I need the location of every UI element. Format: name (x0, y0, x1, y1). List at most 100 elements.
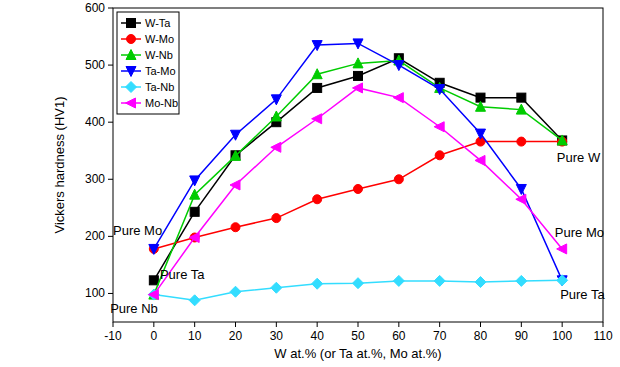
point (354, 184, 363, 193)
point (272, 214, 281, 223)
x-tick-label: 30 (270, 329, 284, 343)
x-tick-label: 50 (351, 329, 365, 343)
point (557, 275, 568, 286)
point (476, 101, 486, 111)
y-tick (108, 65, 113, 66)
point (312, 69, 322, 79)
y-tick-label: 300 (85, 172, 105, 186)
point (149, 289, 159, 299)
x-tick-label: 70 (433, 329, 447, 343)
legend-marker (126, 82, 137, 93)
legend-marker (127, 19, 136, 28)
x-tick (398, 322, 399, 327)
x-tick-label: -10 (104, 329, 122, 343)
y-tick (108, 293, 113, 294)
x-tick (317, 322, 318, 327)
point (516, 194, 526, 204)
point (312, 41, 322, 51)
point (190, 189, 200, 199)
point (313, 83, 322, 92)
point (312, 278, 323, 289)
point (353, 58, 363, 68)
y-tick-label: 500 (85, 58, 105, 72)
point (434, 275, 445, 286)
point (271, 142, 281, 152)
point (557, 135, 567, 145)
x-tick (603, 322, 604, 327)
chart: -100102030405060708090100110100200300400… (0, 0, 620, 367)
point (149, 276, 158, 285)
x-tick (358, 322, 359, 327)
y-axis-title: Vickers hardness (HV1) (52, 96, 67, 233)
legend-label: W-Nb (145, 49, 173, 61)
point (148, 290, 158, 300)
x-tick-label: 10 (188, 329, 202, 343)
x-tick-label: 90 (515, 329, 529, 343)
legend-label: Ta-Nb (145, 81, 174, 93)
point (149, 244, 158, 253)
x-tick (235, 322, 236, 327)
point (394, 61, 404, 71)
point (517, 137, 526, 146)
x-tick (194, 322, 195, 327)
annotation: Pure Mo (113, 223, 162, 238)
x-tick-label: 0 (150, 329, 157, 343)
point (231, 223, 240, 232)
plot-frame (113, 8, 603, 322)
point (393, 93, 403, 103)
x-tick-label: 80 (474, 329, 488, 343)
point (516, 184, 526, 194)
series-line (154, 61, 562, 295)
point (190, 176, 200, 186)
x-tick (480, 322, 481, 327)
x-tick-label: 110 (593, 329, 612, 343)
x-tick (439, 322, 440, 327)
point (353, 39, 363, 49)
point (148, 289, 159, 300)
point (475, 277, 486, 288)
point (189, 295, 200, 306)
legend-marker (126, 98, 136, 108)
series-line (154, 43, 562, 280)
legend-marker (126, 50, 136, 60)
legend-marker (127, 35, 136, 44)
annotation: Pure Nb (110, 301, 158, 316)
point (557, 244, 567, 254)
annotation: Pure Mo (555, 225, 604, 240)
annotation: Pure W (557, 150, 601, 165)
legend-label: W-Ta (145, 17, 171, 29)
point (354, 71, 363, 80)
point (230, 180, 240, 190)
point (353, 278, 364, 289)
point (231, 130, 241, 140)
x-tick (113, 322, 114, 327)
point (435, 85, 445, 95)
y-tick (108, 8, 113, 9)
x-tick-label: 100 (552, 329, 572, 343)
y-tick-label: 100 (85, 286, 105, 300)
plot-data (148, 39, 567, 306)
point (271, 95, 281, 105)
point (190, 207, 199, 216)
point (271, 282, 282, 293)
annotation: Pure Ta (560, 287, 605, 302)
series-line (154, 88, 562, 295)
point (557, 276, 567, 286)
series-line (154, 58, 562, 280)
y-tick-label: 600 (85, 1, 105, 15)
y-tick-label: 400 (85, 115, 105, 129)
x-axis-title: W at.% (or Ta at.%, Mo at.%) (274, 346, 441, 361)
y-tick (108, 179, 113, 180)
point (516, 104, 526, 114)
point (393, 275, 404, 286)
y-tick (108, 122, 113, 123)
point (394, 175, 403, 184)
point (476, 129, 486, 139)
legend-label: Mo-Nb (145, 97, 178, 109)
point (231, 150, 241, 160)
point (189, 233, 199, 243)
legend-box (117, 12, 179, 114)
point (516, 275, 527, 286)
x-tick (276, 322, 277, 327)
legend-label: Ta-Mo (145, 65, 176, 77)
